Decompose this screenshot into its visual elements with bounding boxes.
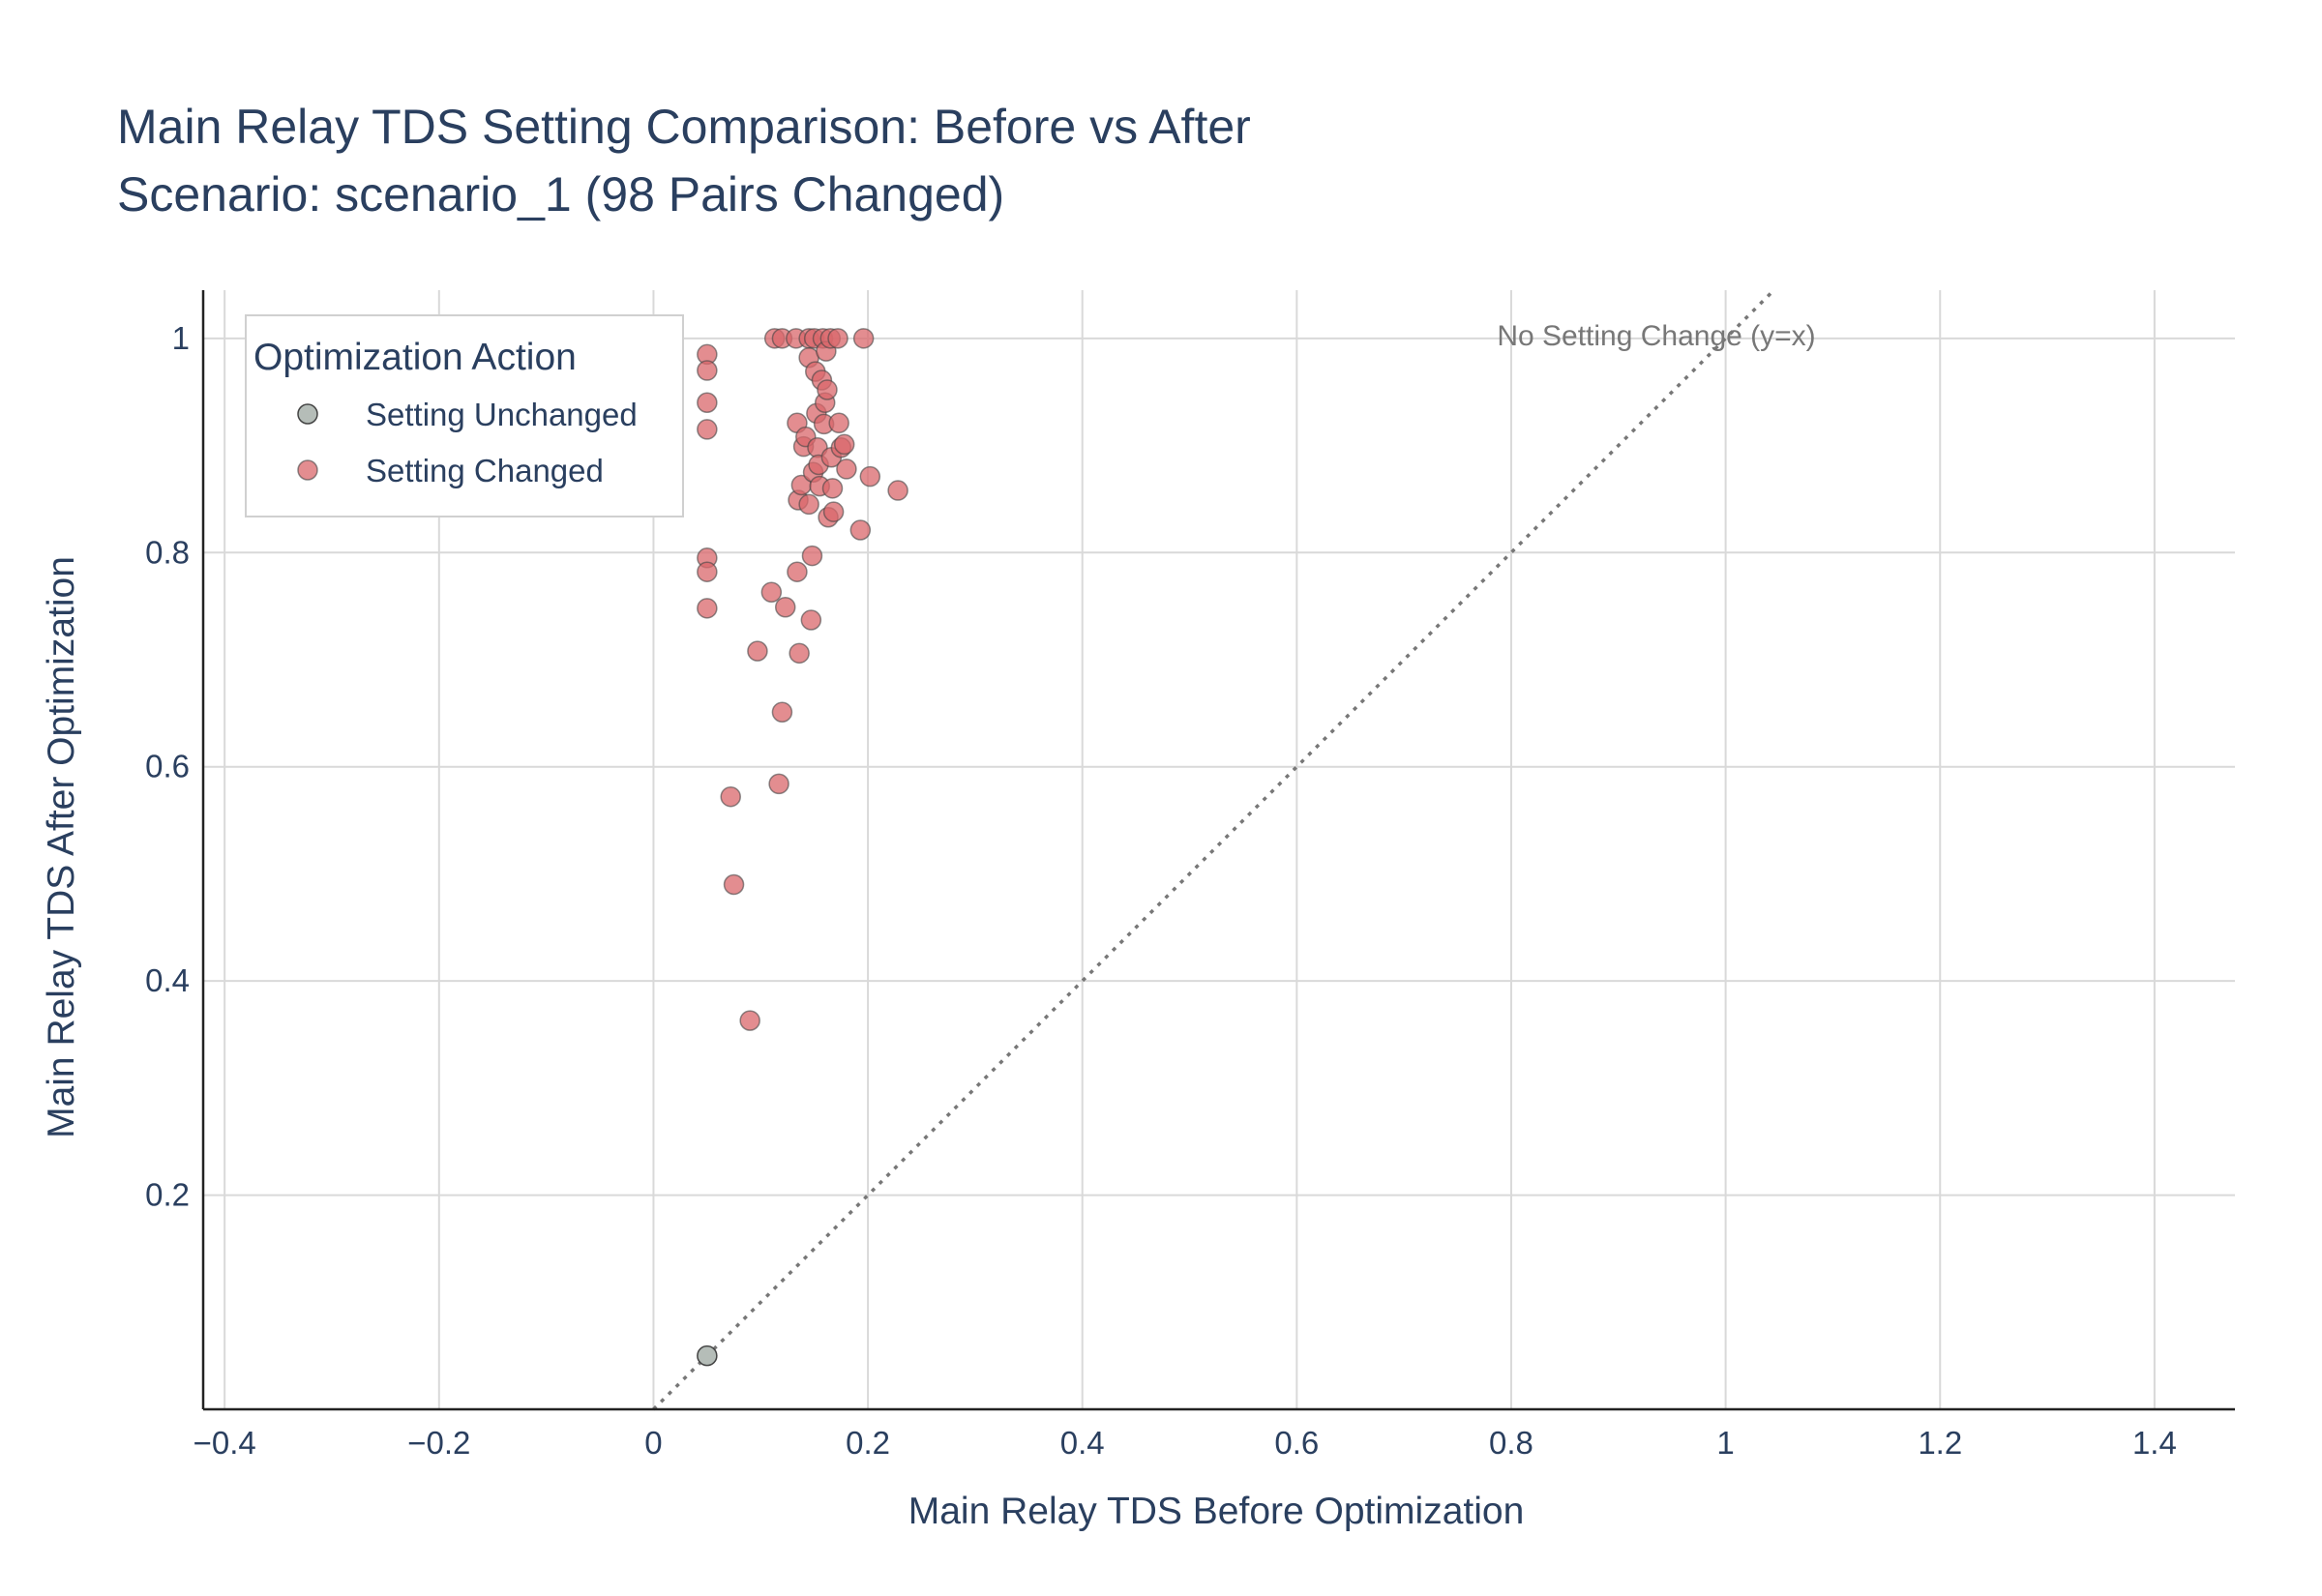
data-point-changed xyxy=(859,465,881,488)
y-tick-label: 1 xyxy=(172,320,190,356)
data-point-changed xyxy=(789,642,810,665)
data-point-changed xyxy=(887,480,908,501)
data-point-unchanged xyxy=(697,1345,718,1367)
legend-marker-changed xyxy=(297,459,318,481)
legend: Optimization Action Setting Unchanged Se… xyxy=(245,314,684,517)
grid-layer xyxy=(203,290,2235,1409)
x-tick-label: 0.8 xyxy=(1489,1425,1533,1461)
x-tick-label: 0.4 xyxy=(1060,1425,1105,1461)
data-point-changed xyxy=(800,609,822,631)
data-point-changed xyxy=(771,701,793,723)
series-setting-changed xyxy=(697,328,908,1031)
legend-marker-unchanged xyxy=(297,403,318,425)
legend-label-unchanged: Setting Unchanged xyxy=(366,397,638,432)
x-tick-label: 0.6 xyxy=(1274,1425,1319,1461)
data-point-changed xyxy=(760,581,783,603)
reference-line xyxy=(652,288,1775,1411)
data-point-changed xyxy=(849,519,872,541)
x-tick-label: −0.2 xyxy=(407,1425,470,1461)
data-point-changed xyxy=(697,360,718,381)
data-point-changed xyxy=(798,493,819,516)
chart-subtitle: Scenario: scenario_1 (98 Pairs Changed) xyxy=(117,167,1004,222)
x-tick-label: 1.2 xyxy=(1918,1425,1962,1461)
data-point-changed xyxy=(768,773,789,795)
data-point-changed xyxy=(739,1010,760,1031)
data-point-changed xyxy=(774,596,796,618)
data-point-changed xyxy=(720,785,741,808)
tick-labels: −0.4 −0.2 0 0.2 0.4 0.6 0.8 1 1.2 1.4 0.2 0.4 0.6 0.8… xyxy=(145,320,2177,1461)
data-point-changed xyxy=(822,501,845,522)
x-tick-label: 0.2 xyxy=(846,1425,890,1461)
data-point-changed xyxy=(697,598,718,619)
legend-title: Optimization Action xyxy=(253,337,577,378)
x-tick-label: 1.4 xyxy=(2132,1425,2177,1461)
data-point-changed xyxy=(821,478,844,499)
axis-layer xyxy=(201,290,2235,1411)
y-tick-label: 0.8 xyxy=(145,534,190,570)
chart-title: Main Relay TDS Setting Comparison: Befor… xyxy=(117,100,1251,154)
y-axis-title: Main Relay TDS After Optimization xyxy=(41,556,82,1138)
data-point-changed xyxy=(817,379,838,400)
data-point-changed xyxy=(723,873,745,896)
x-tick-label: 0 xyxy=(644,1425,662,1461)
data-point-changed xyxy=(697,561,718,582)
data-point-changed xyxy=(697,419,718,440)
y-tick-label: 0.2 xyxy=(145,1177,190,1213)
x-tick-label: −0.4 xyxy=(194,1425,256,1461)
x-tick-label: 1 xyxy=(1716,1425,1734,1461)
data-point-changed xyxy=(747,640,768,662)
data-point-changed xyxy=(787,561,808,582)
data-point-changed xyxy=(852,328,875,349)
x-axis-title: Main Relay TDS Before Optimization xyxy=(908,1491,1525,1532)
y-tick-label: 0.4 xyxy=(145,962,190,998)
y-tick-label: 0.6 xyxy=(145,749,190,784)
data-point-changed xyxy=(833,433,855,456)
data-point-changed xyxy=(697,392,718,414)
reference-line-layer xyxy=(652,288,1775,1411)
data-point-changed xyxy=(828,412,849,434)
data-point-changed xyxy=(827,328,848,349)
data-point-changed xyxy=(801,545,823,567)
series-setting-unchanged xyxy=(697,1345,718,1367)
legend-label-changed: Setting Changed xyxy=(366,453,604,488)
data-point-changed xyxy=(836,458,857,480)
reference-line-annotation: No Setting Change (y=x) xyxy=(1497,320,1815,352)
legend-box xyxy=(245,314,684,517)
